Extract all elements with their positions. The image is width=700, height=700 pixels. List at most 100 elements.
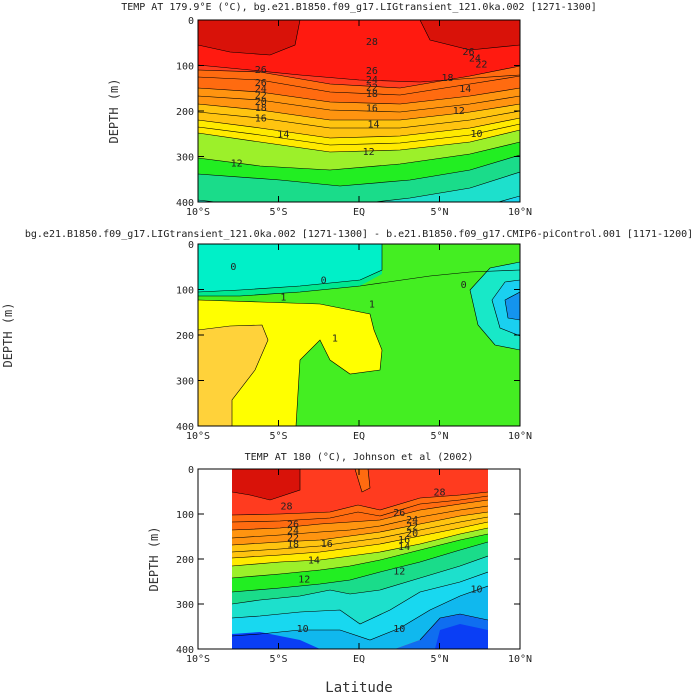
panel-2-contour-lines (198, 244, 520, 426)
contour-label: 26 (393, 508, 405, 519)
x-tick-label: 5°S (269, 207, 287, 218)
contour-label: 22 (406, 522, 418, 533)
contour-label: 26 (255, 65, 267, 76)
x-tick-label: EQ (353, 654, 365, 665)
contour-label: 1 (332, 334, 338, 345)
contour-label: 10 (471, 585, 483, 596)
x-tick-label: 10°S (186, 431, 210, 442)
contour-label: 16 (398, 535, 410, 546)
contour-label: 10 (471, 129, 483, 140)
x-tick-label: 5°S (269, 431, 287, 442)
contour-label: 16 (255, 114, 267, 125)
contour-label: 18 (366, 89, 378, 100)
contour-label: 10 (297, 624, 309, 635)
y-tick-label: 0 (188, 16, 194, 27)
x-tick-label: 10°N (508, 207, 532, 218)
panel-2: bg.e21.B1850.f09_g17.LIGtransient_121.0k… (1, 229, 693, 442)
panel-1-axes: 10°S 5°S EQ 5°N 10°N 0 100 200 300 400 (176, 16, 532, 218)
x-tick-label: 5°S (269, 654, 287, 665)
contour-label: 28 (281, 501, 293, 512)
contour-label: 12 (231, 158, 243, 169)
contour-label: 20 (255, 97, 267, 108)
contour-label: 14 (459, 84, 471, 95)
panel-1-filled-contours (198, 20, 520, 202)
panel-1-ylabel: DEPTH (m) (107, 78, 121, 143)
panel-1: TEMP AT 179.9°E (°C), bg.e21.B1850.f09_g… (107, 2, 597, 218)
contour-label: 22 (366, 82, 378, 93)
contour-label: 26 (255, 78, 267, 89)
panel-3-axes: 10°S 5°S EQ 5°N 10°N 0 100 200 300 400 (176, 465, 532, 665)
contour-label: 28 (433, 487, 445, 498)
panel-3-contour-lines (232, 469, 488, 641)
x-tick-label: 10°S (186, 654, 210, 665)
contour-label: 24 (406, 515, 418, 526)
panel-2-title: bg.e21.B1850.f09_g17.LIGtransient_121.0k… (25, 229, 693, 240)
contour-label: 24 (287, 526, 299, 537)
contour-label: 24 (469, 54, 481, 65)
contour-label: 12 (298, 574, 310, 585)
x-tick-label: 5°N (430, 431, 448, 442)
contour-label: 16 (366, 103, 378, 114)
contour-label: 26 (287, 519, 299, 530)
y-tick-label: 300 (176, 600, 194, 611)
contour-label: 0 (230, 262, 236, 273)
contour-label: 26 (462, 47, 474, 58)
y-tick-label: 400 (176, 422, 194, 433)
contour-label: 22 (475, 60, 487, 71)
contour-label: 24 (255, 84, 267, 95)
contour-label: 1 (369, 300, 375, 311)
contour-label: 1 (280, 293, 286, 304)
y-tick-label: 200 (176, 107, 194, 118)
contour-label: 22 (287, 533, 299, 544)
contour-label: 14 (398, 542, 410, 553)
contour-label: 26 (366, 66, 378, 77)
contour-label: 0 (461, 280, 467, 291)
y-tick-label: 100 (176, 510, 194, 521)
contour-label: 24 (366, 75, 378, 86)
contour-label: 16 (321, 539, 333, 550)
contour-label: 20 (406, 528, 418, 539)
panel-2-filled-contours (198, 244, 520, 426)
panel-3-ylabel: DEPTH (m) (147, 526, 161, 591)
y-tick-label: 0 (188, 240, 194, 251)
y-tick-label: 300 (176, 377, 194, 388)
x-tick-label: 5°N (430, 207, 448, 218)
contour-label: 22 (255, 91, 267, 102)
contour-label: 14 (277, 130, 289, 141)
panel-1-title: TEMP AT 179.9°E (°C), bg.e21.B1850.f09_g… (121, 2, 597, 13)
panel-2-contour-labels: 0 0 0 1 1 1 (230, 262, 466, 345)
y-tick-label: 200 (176, 555, 194, 566)
contour-label: 12 (453, 106, 465, 117)
x-tick-label: 5°N (430, 654, 448, 665)
contour-label: 14 (367, 120, 379, 131)
x-tick-label: EQ (353, 431, 365, 442)
contour-label: 18 (442, 73, 454, 84)
x-tick-label: 10°S (186, 207, 210, 218)
contour-label: 12 (393, 567, 405, 578)
y-tick-label: 400 (176, 645, 194, 656)
panel-3-xlabel: Latitude (325, 680, 392, 696)
panel-3-title: TEMP AT 180 (°C), Johnson et al (2002) (245, 452, 474, 463)
y-tick-label: 200 (176, 331, 194, 342)
contour-label: 28 (366, 37, 378, 48)
y-tick-label: 300 (176, 153, 194, 164)
panel-2-ylabel: DEPTH (m) (1, 302, 15, 367)
y-tick-label: 400 (176, 198, 194, 209)
y-tick-label: 0 (188, 465, 194, 476)
x-tick-label: 10°N (508, 654, 532, 665)
contour-label: 0 (321, 275, 327, 286)
contour-label: 18 (255, 103, 267, 114)
y-tick-label: 100 (176, 62, 194, 73)
x-tick-label: 10°N (508, 431, 532, 442)
contour-label: 12 (363, 147, 375, 158)
panel-1-contour-lines (198, 20, 520, 202)
contour-label: 18 (287, 540, 299, 551)
panel-3: TEMP AT 180 (°C), Johnson et al (2002) (147, 452, 532, 696)
contour-label: 10 (393, 624, 405, 635)
y-tick-label: 100 (176, 286, 194, 297)
contour-label: 14 (308, 555, 320, 566)
